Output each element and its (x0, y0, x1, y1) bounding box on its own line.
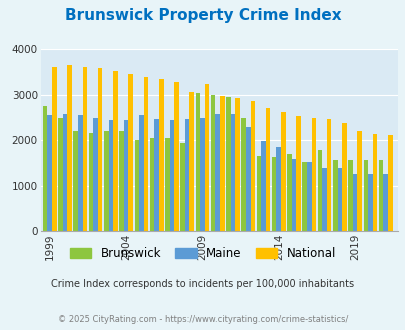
Bar (291, 159, 296, 231)
Bar (234, 98, 239, 231)
Bar (93, 118, 98, 231)
Bar (322, 168, 326, 231)
Bar (317, 150, 322, 231)
Bar (230, 114, 234, 231)
Bar (220, 96, 224, 231)
Text: © 2025 CityRating.com - https://www.cityrating.com/crime-statistics/: © 2025 CityRating.com - https://www.city… (58, 315, 347, 324)
Bar (378, 160, 382, 231)
Text: Brunswick Property Crime Index: Brunswick Property Crime Index (64, 8, 341, 23)
Bar (43, 106, 47, 231)
Bar (382, 174, 387, 231)
Bar (174, 82, 178, 231)
Bar (154, 119, 158, 231)
Bar (104, 131, 108, 231)
Bar (296, 116, 300, 231)
Bar (139, 115, 143, 231)
Bar (362, 160, 367, 231)
Bar (226, 97, 230, 231)
Bar (241, 117, 245, 231)
Bar (88, 133, 93, 231)
Bar (204, 83, 209, 231)
Bar (306, 162, 311, 231)
Bar (119, 131, 124, 231)
Bar (215, 114, 220, 231)
Bar (302, 162, 306, 231)
Legend: Brunswick, Maine, National: Brunswick, Maine, National (70, 247, 335, 260)
Bar (169, 120, 174, 231)
Bar (134, 140, 139, 231)
Bar (67, 65, 72, 231)
Bar (82, 67, 87, 231)
Bar (260, 141, 265, 231)
Bar (387, 135, 392, 231)
Bar (78, 115, 82, 231)
Bar (58, 117, 63, 231)
Bar (143, 77, 148, 231)
Text: Crime Index corresponds to incidents per 100,000 inhabitants: Crime Index corresponds to incidents per… (51, 279, 354, 289)
Bar (124, 120, 128, 231)
Bar (200, 117, 204, 231)
Bar (149, 138, 154, 231)
Bar (195, 93, 200, 231)
Bar (98, 68, 102, 231)
Bar (280, 112, 285, 231)
Bar (184, 119, 189, 231)
Bar (372, 134, 376, 231)
Bar (73, 131, 78, 231)
Bar (245, 127, 250, 231)
Bar (276, 147, 280, 231)
Bar (47, 115, 52, 231)
Bar (63, 114, 67, 231)
Bar (52, 67, 56, 231)
Bar (286, 154, 291, 231)
Bar (189, 92, 194, 231)
Bar (113, 71, 117, 231)
Bar (352, 174, 356, 231)
Bar (250, 101, 254, 231)
Bar (311, 118, 315, 231)
Bar (128, 74, 133, 231)
Bar (180, 143, 184, 231)
Bar (341, 123, 346, 231)
Bar (108, 120, 113, 231)
Bar (271, 157, 276, 231)
Bar (164, 138, 169, 231)
Bar (347, 160, 352, 231)
Bar (265, 108, 270, 231)
Bar (210, 95, 215, 231)
Bar (158, 80, 163, 231)
Bar (337, 168, 341, 231)
Bar (332, 160, 337, 231)
Bar (367, 174, 372, 231)
Bar (326, 119, 330, 231)
Bar (256, 156, 260, 231)
Bar (356, 131, 361, 231)
